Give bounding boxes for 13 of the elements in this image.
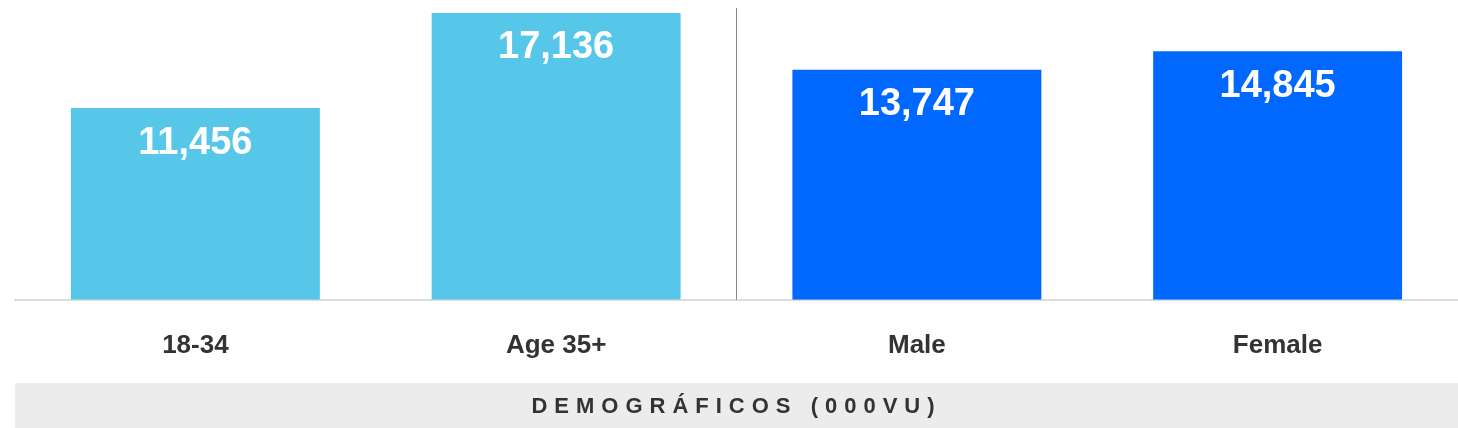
bar — [1153, 51, 1403, 300]
data-label: 11,456 — [138, 119, 253, 162]
x-tick-label: Female — [1232, 328, 1323, 359]
data-label: 17,136 — [498, 24, 615, 67]
data-label: 13,747 — [858, 81, 975, 124]
data-label: 14,845 — [1219, 62, 1336, 105]
x-tick-label: 18-34 — [162, 328, 230, 359]
x-axis-title: DEMOGRÁFICOS (000VU) — [15, 383, 1458, 428]
bar — [792, 69, 1042, 300]
bar — [431, 13, 681, 300]
x-tick-label: Age 35+ — [505, 328, 607, 359]
x-tick-label: Male — [887, 328, 946, 359]
bar — [70, 108, 320, 300]
